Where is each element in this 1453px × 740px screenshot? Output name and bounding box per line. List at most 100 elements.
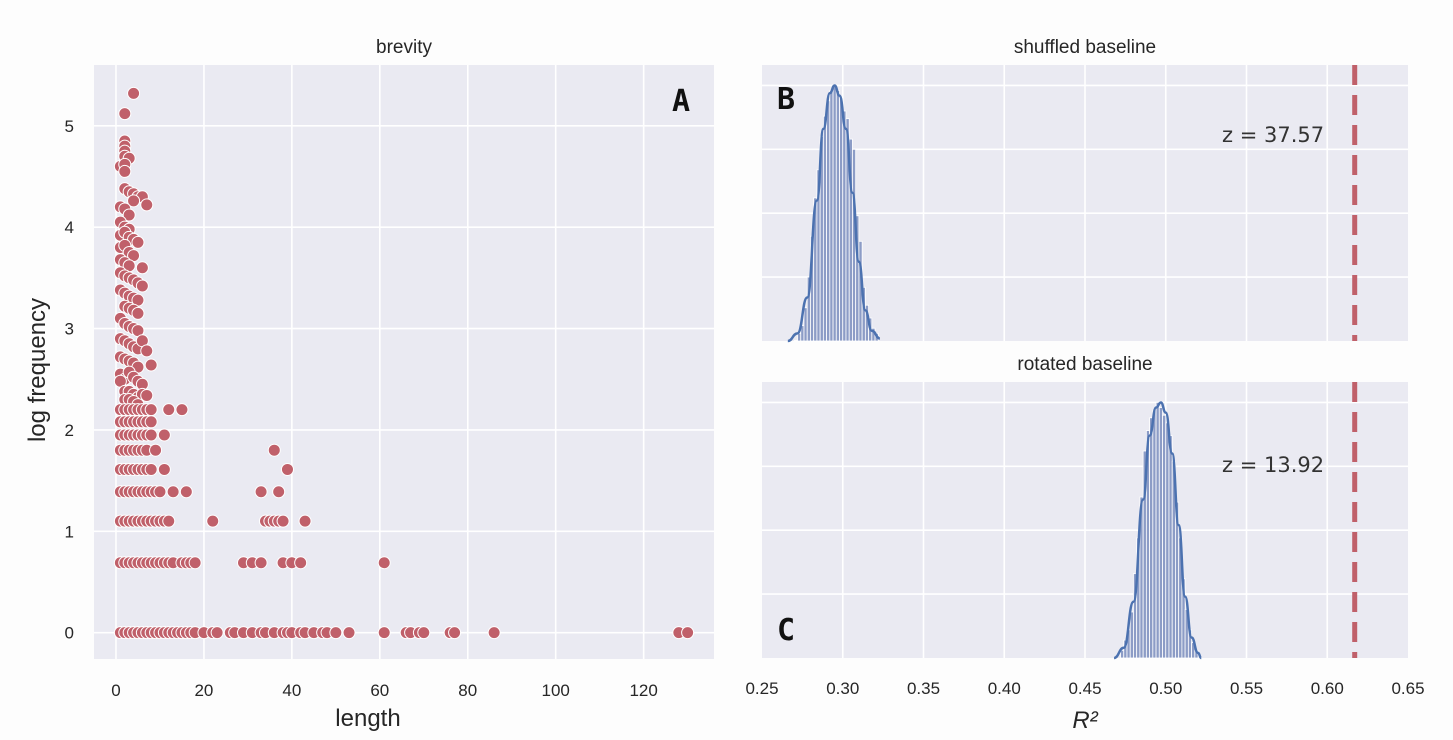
panel-c-x-tick-label: 0.35 — [907, 679, 940, 698]
scatter-point — [144, 428, 158, 442]
scatter-point — [448, 626, 462, 640]
scatter-point — [162, 403, 176, 417]
panel-a-x-tick-label: 40 — [282, 681, 301, 700]
panel-b: shuffled baseline B z = 37.57 — [762, 37, 1408, 343]
panel-a-y-tick-label: 3 — [65, 320, 74, 339]
panel-a-title: brevity — [376, 37, 432, 58]
panel-a-x-tick-label: 80 — [458, 681, 477, 700]
panel-c-x-tick-label: 0.45 — [1068, 679, 1101, 698]
histogram-bar — [1155, 402, 1160, 659]
scatter-point — [377, 556, 391, 570]
histogram-bar — [1162, 414, 1167, 659]
scatter-point — [206, 514, 220, 528]
panel-a-y-tick-label: 1 — [65, 522, 74, 541]
histogram-bar — [832, 85, 837, 342]
histogram-bar — [1129, 611, 1134, 659]
scatter-point — [127, 86, 141, 100]
histogram-bar — [839, 97, 844, 342]
panel-c-x-tick-label: 0.60 — [1311, 679, 1344, 698]
scatter-point — [149, 443, 163, 457]
panel-c-title: rotated baseline — [1017, 354, 1152, 375]
scatter-point — [131, 306, 145, 320]
scatter-point — [122, 208, 136, 222]
scatter-point — [254, 556, 268, 570]
scatter-point — [135, 279, 149, 293]
panel-c-x-tick-label: 0.55 — [1230, 679, 1263, 698]
scatter-point — [294, 556, 308, 570]
histogram-bar — [803, 307, 808, 342]
panel-c-x-tick-label: 0.25 — [745, 679, 778, 698]
scatter-point — [140, 198, 154, 212]
scatter-point — [131, 235, 145, 249]
scatter-point — [166, 485, 180, 499]
scatter-point — [487, 626, 501, 640]
scatter-point — [210, 626, 224, 640]
scatter-point — [118, 164, 132, 178]
panel-c-x-tick-label: 0.50 — [1149, 679, 1182, 698]
scatter-point — [175, 403, 189, 417]
panel-a-y-tick-label: 0 — [65, 624, 74, 643]
scatter-point — [140, 344, 154, 358]
scatter-point — [276, 514, 290, 528]
panel-a-y-tick-label: 5 — [65, 117, 74, 136]
panel-b-z-score: z = 37.57 — [1222, 123, 1324, 147]
panel-c-x-tick-label: 0.65 — [1391, 679, 1424, 698]
scatter-point — [144, 358, 158, 372]
scatter-point — [144, 415, 158, 429]
scatter-point — [157, 428, 171, 442]
histogram-bar — [1168, 435, 1173, 659]
histogram-bar — [826, 100, 831, 342]
panel-c-x-tick-label: 0.40 — [988, 679, 1021, 698]
scatter-point — [377, 626, 391, 640]
histogram-bar — [793, 340, 798, 342]
scatter-point — [118, 107, 132, 121]
scatter-point — [329, 626, 343, 640]
scatter-point — [342, 626, 356, 640]
scatter-point — [681, 626, 695, 640]
panel-b-letter: B — [777, 82, 795, 117]
scatter-point — [267, 443, 281, 457]
scatter-point — [188, 556, 202, 570]
histogram-bar — [852, 148, 857, 342]
x-axis-label-a: length — [335, 705, 400, 732]
scatter-point — [254, 485, 268, 499]
scatter-point — [272, 485, 286, 499]
histogram-bar — [1152, 409, 1157, 659]
panel-a-x-tick-label: 0 — [111, 681, 120, 700]
scatter-point — [153, 485, 167, 499]
scatter-point — [280, 462, 294, 476]
x-axis-label-c: R² — [1072, 707, 1098, 734]
y-axis-label-a: log frequency — [24, 298, 51, 442]
panel-b-title: shuffled baseline — [1014, 37, 1156, 58]
histogram-bar — [822, 115, 827, 342]
panel-a-x-tick-label: 120 — [629, 681, 657, 700]
panel-a-letter: A — [672, 84, 690, 119]
panel-a-x-tick-label: 100 — [542, 681, 570, 700]
scatter-point — [144, 403, 158, 417]
panel-c-z-score: z = 13.92 — [1222, 453, 1324, 477]
scatter-point — [157, 462, 171, 476]
panel-a-x-tick-label: 20 — [194, 681, 213, 700]
histogram-bar — [829, 90, 834, 342]
panel-a-background — [94, 65, 714, 659]
histogram-bar — [1158, 407, 1163, 659]
panel-c-kde-curve — [1113, 401, 1202, 660]
histogram-bar — [835, 90, 840, 342]
panel-c: 0.25 0.30 0.35 0.40 0.45 0.50 0.55 0.60 0.65 rot… — [745, 354, 1424, 734]
panel-a-y-tick-label: 4 — [65, 218, 74, 237]
histogram-bar — [842, 110, 847, 342]
panel-c-x-tick-label: 0.30 — [826, 679, 859, 698]
scatter-point — [127, 194, 141, 208]
panel-a-x-tick-label: 60 — [370, 681, 389, 700]
panel-c-letter: C — [777, 613, 795, 648]
scatter-point — [179, 485, 193, 499]
histogram-bar — [1165, 422, 1170, 659]
scatter-point — [162, 514, 176, 528]
panel-b-kde-curve — [787, 84, 881, 343]
scatter-point — [135, 261, 149, 275]
scatter-point — [144, 462, 158, 476]
histogram-bar — [1149, 417, 1154, 659]
scatter-point — [417, 626, 431, 640]
